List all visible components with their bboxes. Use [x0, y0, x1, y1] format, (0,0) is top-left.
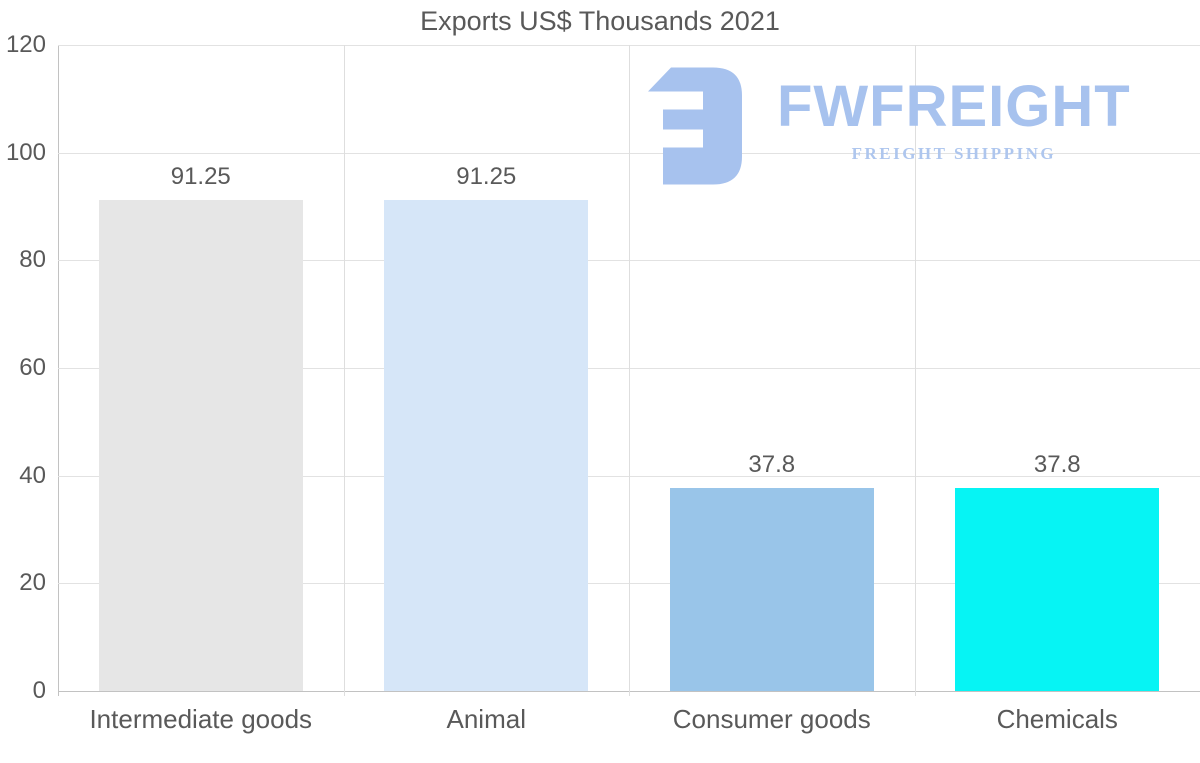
y-tick-label-0: 0 [32, 677, 46, 704]
bar-consumer-goods [669, 487, 874, 691]
x-axis-category-labels: Intermediate goods Animal Consumer goods Ch… [58, 704, 1200, 735]
gridline-x-2 [629, 45, 630, 696]
bar-value-label-3: 37.8 [748, 450, 796, 478]
x-tick-label-intermediate-goods: Intermediate goods [89, 704, 313, 734]
y-tick-label-120: 120 [5, 31, 46, 58]
bar-value-label-4: 37.8 [1033, 450, 1081, 478]
y-axis-line [58, 45, 59, 696]
x-tick-label-chemicals: Chemicals [996, 704, 1118, 734]
gridline-x-3 [914, 45, 916, 696]
y-tick-label-20: 20 [19, 569, 46, 597]
bar-intermediate-goods [98, 199, 303, 691]
x-tick-label-animal: Animal [446, 704, 526, 734]
chart-title: Exports US$ Thousands 2021 [420, 6, 780, 36]
x-tick-label-consumer-goods: Consumer goods [672, 704, 871, 734]
y-tick-label-80: 80 [19, 246, 46, 274]
y-tick-label-100: 100 [5, 138, 46, 166]
bar-value-label-1: 91.25 [170, 162, 231, 190]
bar-animal [384, 199, 589, 691]
bar-value-label-2: 91.25 [456, 162, 517, 190]
bar-chemicals [955, 487, 1160, 691]
plot-area: 91.25 91.25 37.8 37.8 [58, 45, 1200, 696]
y-tick-label-60: 60 [19, 354, 46, 381]
y-tick-label-40: 40 [19, 461, 46, 489]
gridline-x-1 [343, 45, 345, 696]
